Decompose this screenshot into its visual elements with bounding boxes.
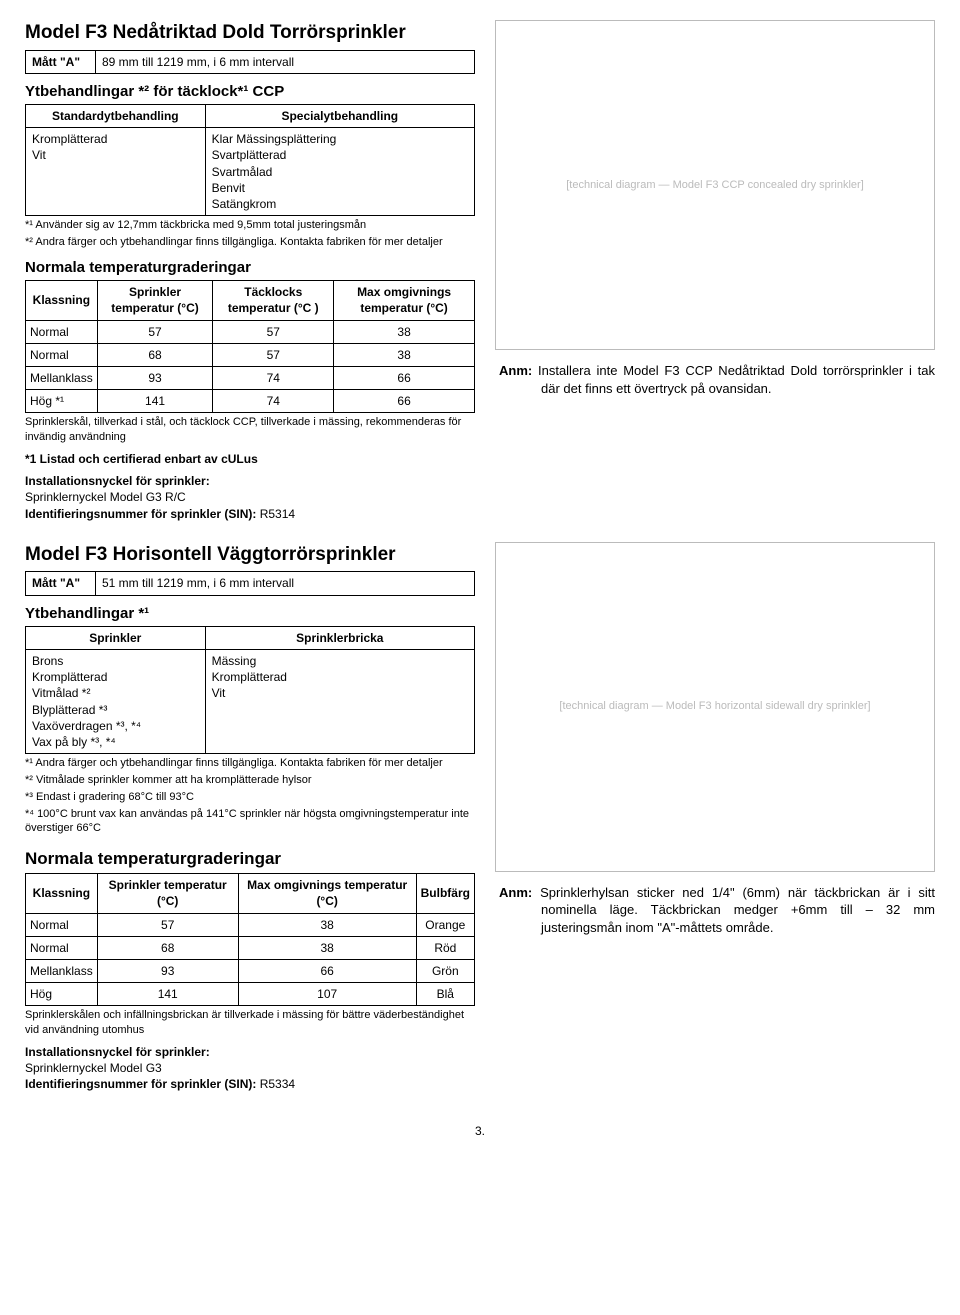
list-item: Blyplätterad *³	[32, 702, 199, 718]
th-klass: Klassning	[26, 281, 98, 320]
section2-fn2: *² Vitmålade sprinkler kommer att ha kro…	[25, 773, 475, 788]
section2-finishes-heading: Ytbehandlingar *¹	[25, 604, 475, 624]
sin-label: Identifieringsnummer för sprinkler (SIN)…	[25, 1077, 256, 1091]
th-bulb: Bulbfärg	[416, 874, 474, 913]
th-max: Max omgivnings temperatur (°C)	[334, 281, 475, 320]
section2-matt-table: Mått "A" 51 mm till 1219 mm, i 6 mm inte…	[25, 571, 475, 595]
table-row: Normal 57 57 38	[26, 320, 475, 343]
section-2: Model F3 Horisontell Väggtorrörsprinkler…	[25, 542, 935, 1093]
table-row: Hög 141 107 Blå	[26, 983, 475, 1006]
anm-label: Anm:	[499, 885, 532, 900]
sin-value: R5314	[260, 507, 295, 521]
spec-head: Specialytbehandling	[205, 105, 474, 128]
th-tack: Täcklocks temperatur (°C )	[213, 281, 334, 320]
list-item: Vit	[212, 685, 468, 701]
table-row: Normal 57 38 Orange	[26, 913, 475, 936]
table-row: Normal 68 38 Röd	[26, 936, 475, 959]
spec-item: Svartplätterad	[212, 147, 468, 163]
install-key-value: Sprinklernyckel Model G3	[25, 1061, 162, 1075]
section-2-right: [technical diagram — Model F3 horizontal…	[495, 542, 935, 1093]
section2-finishes-table: Sprinkler Sprinklerbricka Brons Kromplät…	[25, 626, 475, 754]
matt-value: 51 mm till 1219 mm, i 6 mm intervall	[96, 572, 475, 595]
col1-head: Sprinkler	[26, 626, 206, 649]
std-item: Vit	[32, 147, 199, 163]
matt-value: 89 mm till 1219 mm, i 6 mm intervall	[96, 50, 475, 73]
col1-items: Brons Kromplätterad Vitmålad *² Blyplätt…	[26, 649, 206, 753]
std-head: Standardytbehandling	[26, 105, 206, 128]
section1-footnote1: *¹ Använder sig av 12,7mm täckbricka med…	[25, 218, 475, 233]
list-item: Kromplätterad	[212, 669, 468, 685]
sin-label: Identifieringsnummer för sprinkler (SIN)…	[25, 507, 256, 521]
sin-value: R5334	[260, 1077, 295, 1091]
list-item: Vaxöverdragen *³, *⁴	[32, 718, 199, 734]
spec-item: Klar Mässingsplättering	[212, 131, 468, 147]
section1-footnote2: *² Andra färger och ytbehandlingar finns…	[25, 235, 475, 250]
section-1-left: Model F3 Nedåtriktad Dold Torrörsprinkle…	[25, 20, 475, 522]
section2-fn1: *¹ Andra färger och ytbehandlingar finns…	[25, 756, 475, 771]
spec-item: Benvit	[212, 180, 468, 196]
section2-fn4: *⁴ 100°C brunt vax kan användas på 141°C…	[25, 807, 475, 837]
section2-temp-note: Sprinklerskålen och infällningsbrickan ä…	[25, 1008, 475, 1038]
list-item: Brons	[32, 653, 199, 669]
section1-matt-table: Mått "A" 89 mm till 1219 mm, i 6 mm inte…	[25, 50, 475, 74]
matt-label: Mått "A"	[26, 50, 96, 73]
page-number: 3.	[25, 1123, 935, 1139]
section2-diagram: [technical diagram — Model F3 horizontal…	[495, 542, 935, 872]
section-1: Model F3 Nedåtriktad Dold Torrörsprinkle…	[25, 20, 935, 522]
col2-items: Mässing Kromplätterad Vit	[205, 649, 474, 753]
section1-diagram: [technical diagram — Model F3 CCP concea…	[495, 20, 935, 350]
list-item: Vitmålad *²	[32, 685, 199, 701]
install-key-label: Installationsnyckel för sprinkler:	[25, 474, 210, 488]
section2-fn3: *³ Endast i gradering 68°C till 93°C	[25, 790, 475, 805]
section1-temp-table: Klassning Sprinkler temperatur (°C) Täck…	[25, 280, 475, 413]
std-item: Kromplätterad	[32, 131, 199, 147]
anm-text: Installera inte Model F3 CCP Nedåtriktad…	[538, 363, 935, 396]
install-key-label: Installationsnyckel för sprinkler:	[25, 1045, 210, 1059]
section2-temp-table: Klassning Sprinkler temperatur (°C) Max …	[25, 873, 475, 1006]
section1-listed-note: *1 Listad och certifierad enbart av cULu…	[25, 451, 475, 467]
matt-label: Mått "A"	[26, 572, 96, 595]
th-spr: Sprinkler temperatur (°C)	[97, 281, 213, 320]
std-items: Kromplätterad Vit	[26, 128, 206, 216]
th-klass: Klassning	[26, 874, 98, 913]
table-row: Mellanklass 93 74 66	[26, 366, 475, 389]
list-item: Mässing	[212, 653, 468, 669]
section1-anm: Anm: Installera inte Model F3 CCP Nedåtr…	[495, 362, 935, 397]
section-2-left: Model F3 Horisontell Väggtorrörsprinkler…	[25, 542, 475, 1093]
table-row: Hög *¹ 141 74 66	[26, 390, 475, 413]
list-item: Kromplätterad	[32, 669, 199, 685]
th-max: Max omgivnings temperatur (°C)	[238, 874, 416, 913]
install-key-value: Sprinklernyckel Model G3 R/C	[25, 490, 186, 504]
section1-title: Model F3 Nedåtriktad Dold Torrörsprinkle…	[25, 20, 475, 46]
section2-anm: Anm: Sprinklerhylsan sticker ned 1/4" (6…	[495, 884, 935, 937]
spec-item: Satängkrom	[212, 196, 468, 212]
section1-finishes-table: Standardytbehandling Specialytbehandling…	[25, 104, 475, 216]
section2-title: Model F3 Horisontell Väggtorrörsprinkler	[25, 542, 475, 568]
section2-temp-heading: Normala temperaturgraderingar	[25, 848, 475, 871]
section1-temp-heading: Normala temperaturgraderingar	[25, 258, 475, 278]
anm-label: Anm:	[499, 363, 532, 378]
section1-temp-note: Sprinklerskål, tillverkad i stål, och tä…	[25, 415, 475, 445]
spec-items: Klar Mässingsplättering Svartplätterad S…	[205, 128, 474, 216]
list-item: Vax på bly *³, *⁴	[32, 734, 199, 750]
table-row: Normal 68 57 38	[26, 343, 475, 366]
section1-finishes-heading: Ytbehandlingar *² för täcklock*¹ CCP	[25, 82, 475, 102]
col2-head: Sprinklerbricka	[205, 626, 474, 649]
table-row: Mellanklass 93 66 Grön	[26, 960, 475, 983]
th-spr: Sprinkler temperatur (°C)	[97, 874, 238, 913]
spec-item: Svartmålad	[212, 164, 468, 180]
section-1-right: [technical diagram — Model F3 CCP concea…	[495, 20, 935, 522]
anm-text: Sprinklerhylsan sticker ned 1/4" (6mm) n…	[540, 885, 935, 935]
